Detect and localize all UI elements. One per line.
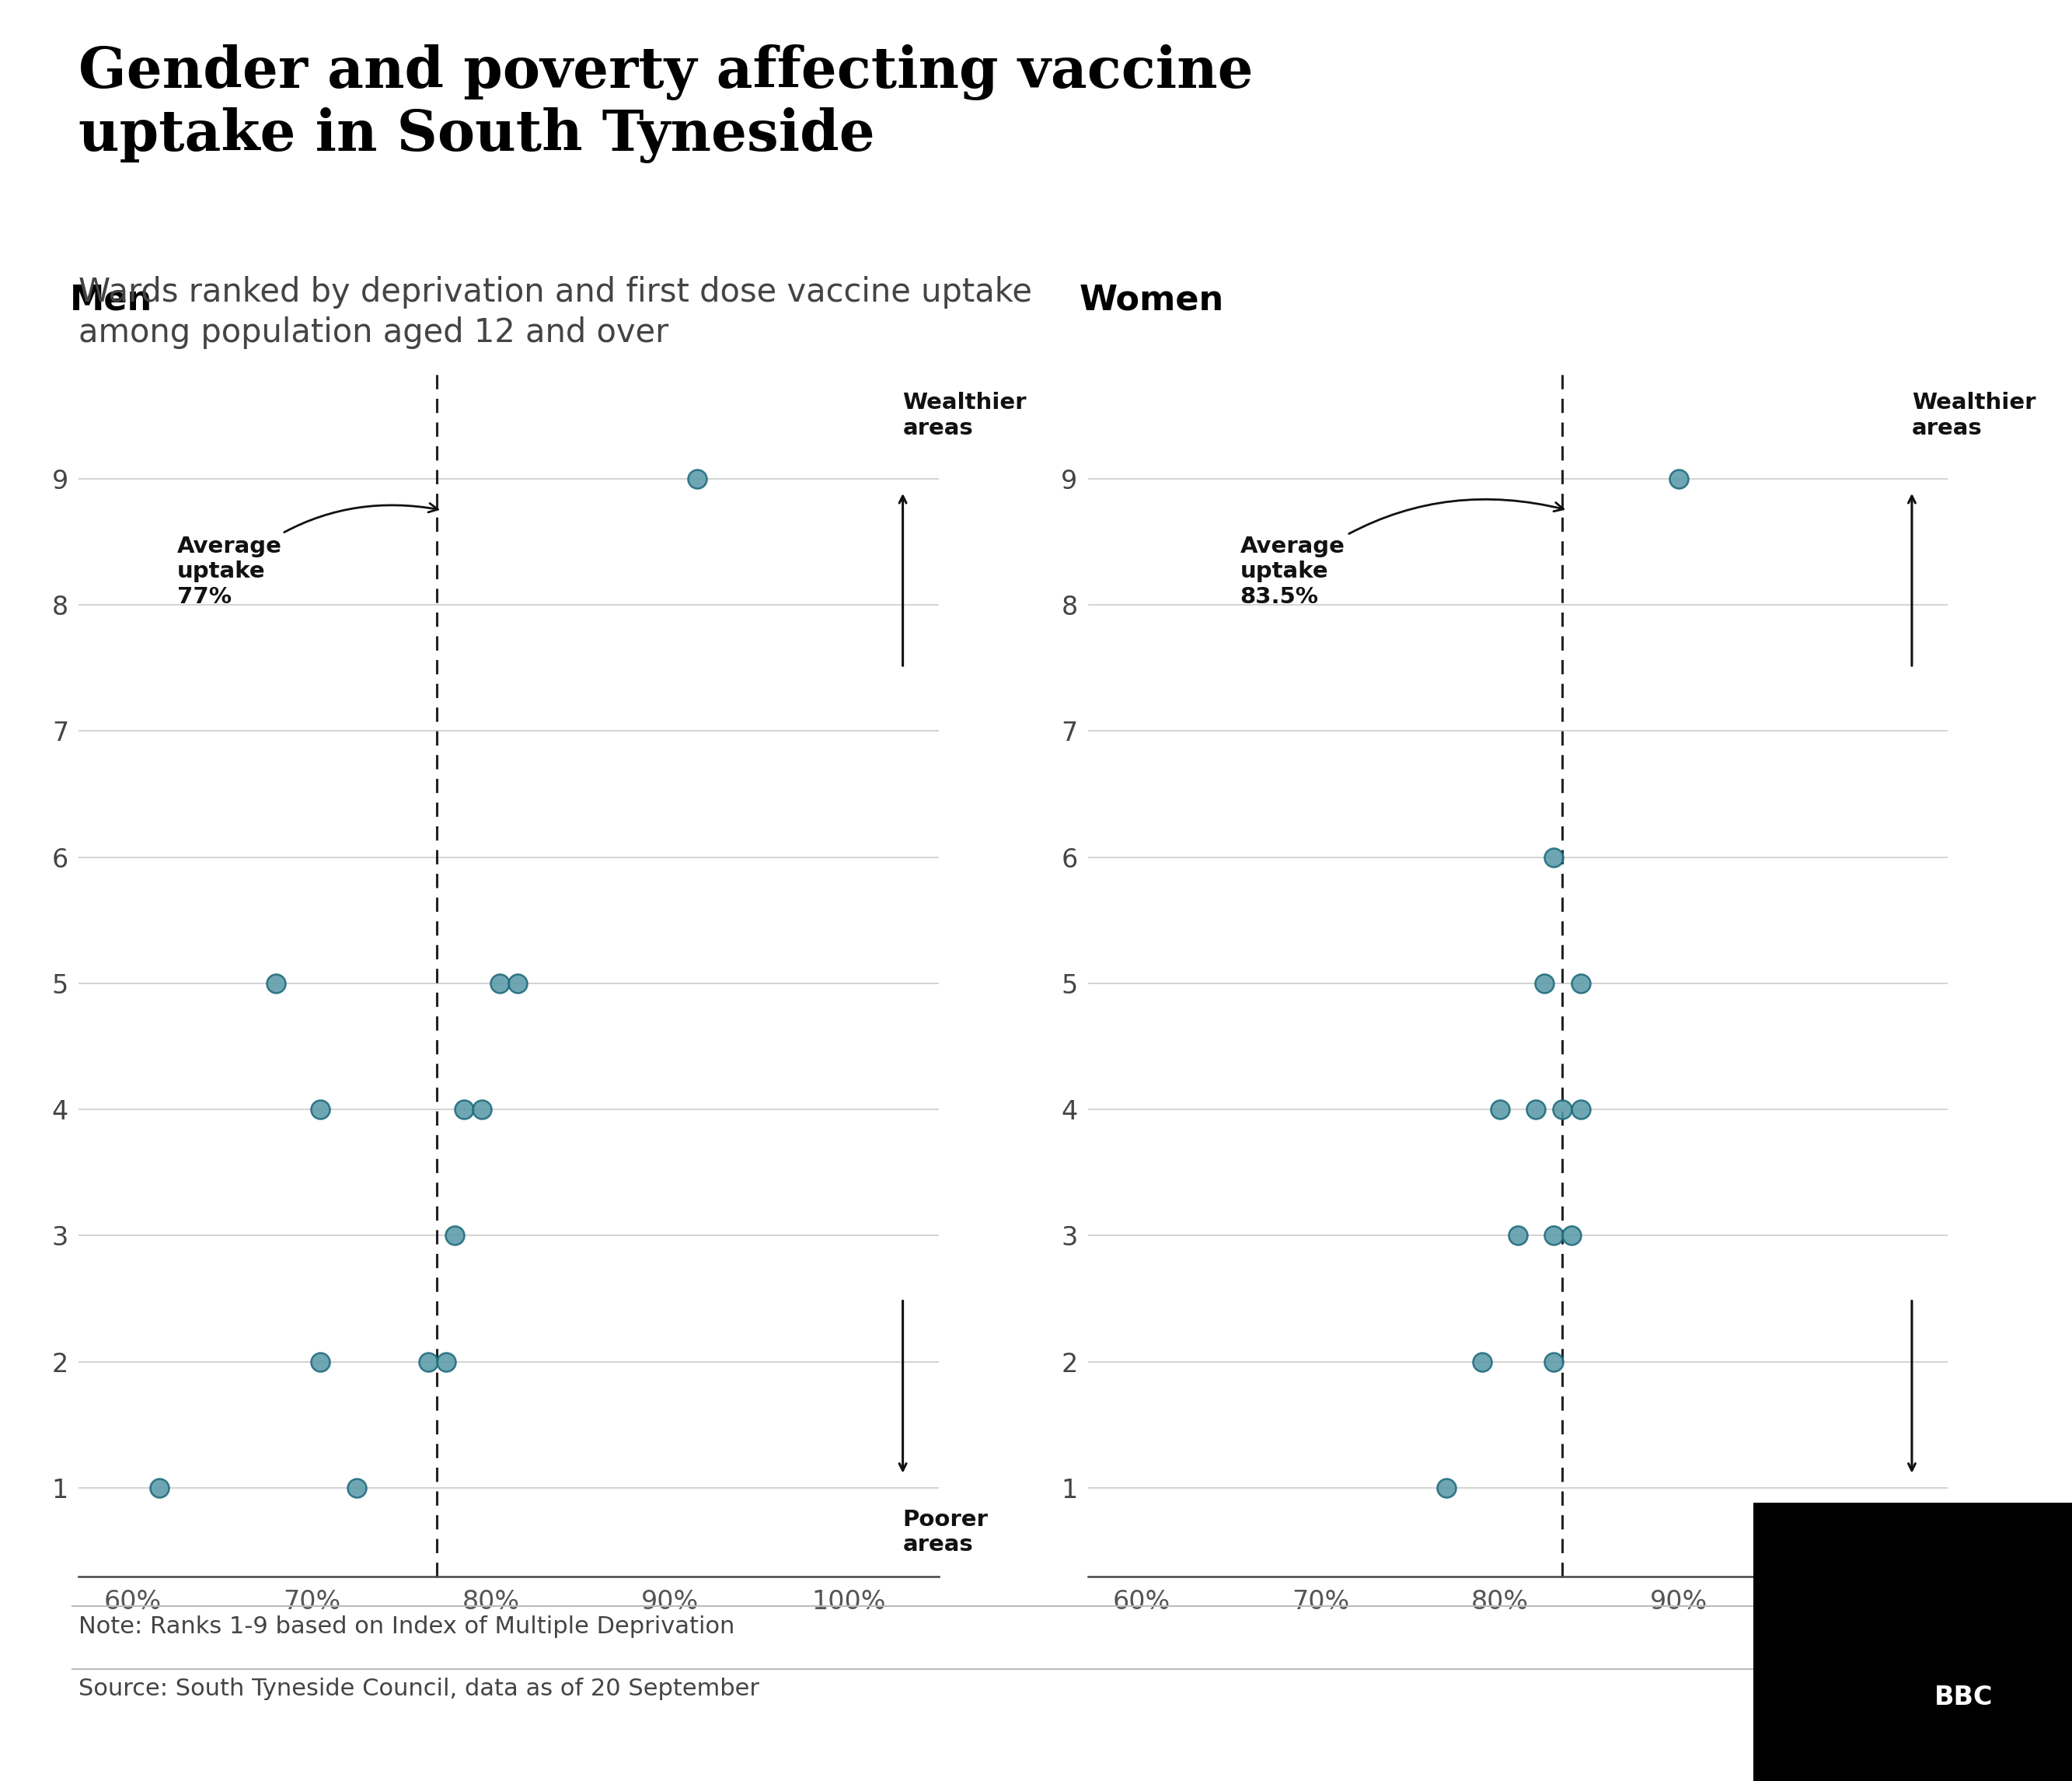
Point [1527,969,1560,997]
Text: Women: Women [1080,283,1225,317]
Text: BBC: BBC [1935,1685,1993,1710]
Point [501,969,535,997]
Text: Men: Men [70,283,153,317]
Point [143,1473,176,1501]
Text: Poorer
areas: Poorer areas [1912,1509,1997,1555]
Point [1564,1095,1598,1124]
Point [1500,1222,1533,1250]
Point [466,1095,499,1124]
Text: Gender and poverty affecting vaccine
uptake in South Tyneside: Gender and poverty affecting vaccine upt… [79,45,1254,164]
Point [429,1348,462,1377]
Point [1564,969,1598,997]
Point [1554,1222,1587,1250]
Point [1465,1348,1498,1377]
Point [305,1095,338,1124]
Text: Source: South Tyneside Council, data as of 20 September: Source: South Tyneside Council, data as … [79,1678,760,1701]
Point [483,969,516,997]
Point [1537,842,1571,871]
Text: Average
uptake
77%: Average uptake 77% [178,504,437,607]
Text: Wealthier
areas: Wealthier areas [903,392,1028,440]
Text: Note: Ranks 1-9 based on Index of Multiple Deprivation: Note: Ranks 1-9 based on Index of Multip… [79,1615,736,1639]
Point [1484,1095,1517,1124]
Text: Wards ranked by deprivation and first dose vaccine uptake
among population aged : Wards ranked by deprivation and first do… [79,276,1032,349]
Point [1537,1348,1571,1377]
Point [439,1222,472,1250]
Text: Wealthier
areas: Wealthier areas [1912,392,2037,440]
Point [305,1348,338,1377]
Point [259,969,292,997]
Point [1662,465,1695,493]
Point [680,465,713,493]
Text: Poorer
areas: Poorer areas [903,1509,988,1555]
Point [1430,1473,1463,1501]
Point [340,1473,373,1501]
Text: Average
uptake
83.5%: Average uptake 83.5% [1239,499,1564,607]
Point [1546,1095,1579,1124]
Point [1519,1095,1552,1124]
Point [412,1348,445,1377]
Point [448,1095,481,1124]
Point [1537,1222,1571,1250]
